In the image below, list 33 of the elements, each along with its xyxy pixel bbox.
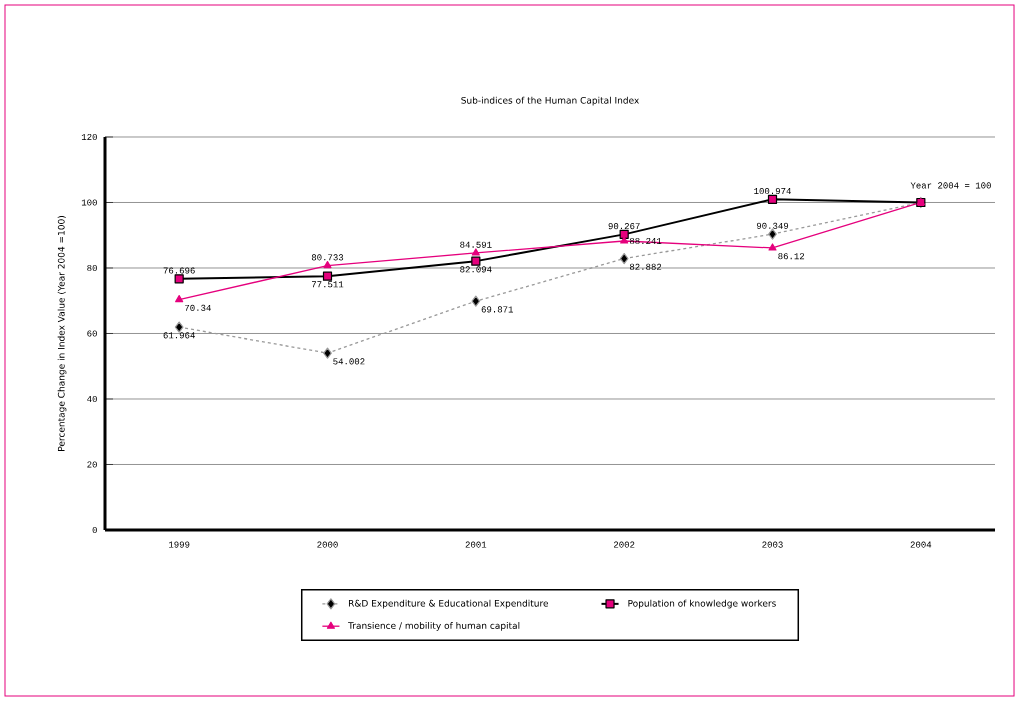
data-label: 77.511 xyxy=(311,281,344,288)
x-tick-label: 2000 xyxy=(317,541,338,548)
data-label: 69.871 xyxy=(481,306,514,313)
x-tick-label: 2004 xyxy=(910,541,932,548)
annotation: Year 2004 = 100 xyxy=(910,182,991,189)
y-tick-label: 40 xyxy=(87,395,97,403)
x-tick-label: 1999 xyxy=(169,541,190,548)
x-tick-label: 2001 xyxy=(465,541,487,548)
x-tick-label: 2003 xyxy=(762,541,783,548)
data-label: 84.591 xyxy=(460,241,492,248)
data-label: 82.094 xyxy=(460,266,492,273)
data-label: 90.267 xyxy=(608,223,640,230)
data-label: 76.696 xyxy=(163,267,195,274)
data-label: 90.349 xyxy=(756,222,789,229)
data-label: 54.002 xyxy=(333,358,365,365)
data-label: 61.964 xyxy=(163,332,195,339)
chart-title: Sub-indices of the Human Capital Index xyxy=(461,96,639,106)
x-tick-label: 2002 xyxy=(614,541,635,548)
data-label: 80.733 xyxy=(311,254,344,261)
y-tick-label: 60 xyxy=(87,330,97,337)
data-label: 70.34 xyxy=(185,304,211,311)
legend-label: Population of knowledge workers xyxy=(628,599,776,609)
y-tick-label: 120 xyxy=(81,133,97,141)
data-label: 86.12 xyxy=(778,253,805,260)
data-label: 82.882 xyxy=(629,263,662,270)
y-tick-label: 80 xyxy=(87,264,97,272)
legend-label: R&D Expenditure & Educational Expenditure xyxy=(348,599,549,609)
y-tick-label: 0 xyxy=(92,526,97,534)
legend-label: Transience / mobility of human capital xyxy=(348,622,520,631)
y-axis-title: Percentage Change in Index Value (Year 2004 =100) xyxy=(57,216,67,451)
data-label: 100.974 xyxy=(754,187,791,195)
y-tick-label: 20 xyxy=(87,461,97,468)
y-tick-label: 100 xyxy=(81,199,97,206)
